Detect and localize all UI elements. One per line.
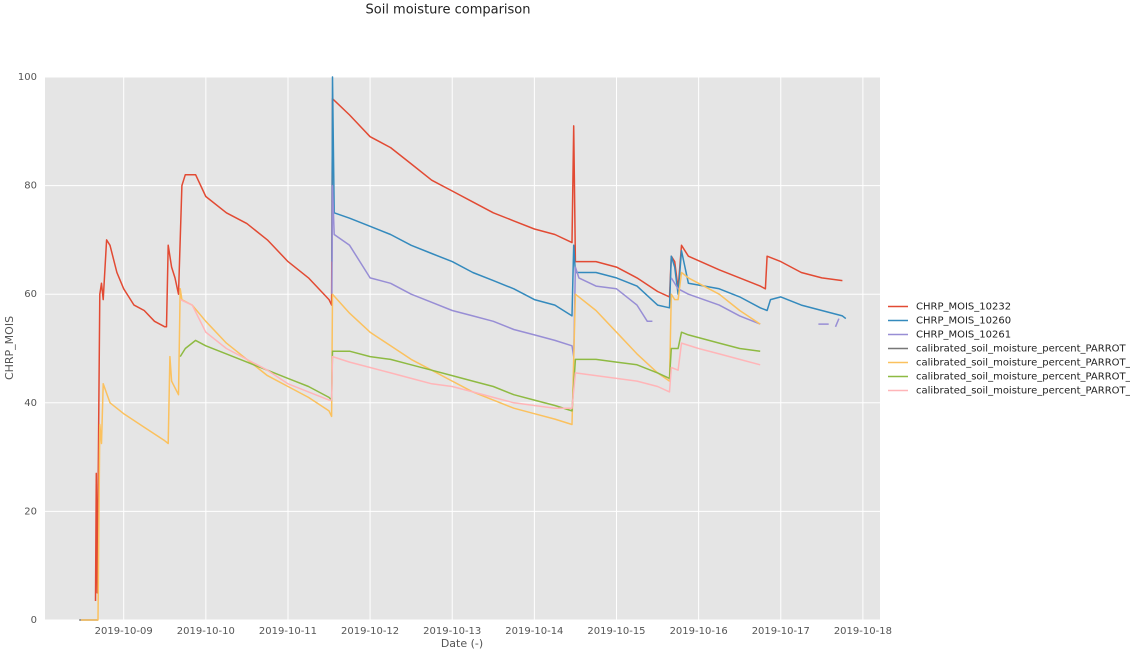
- series-line: [331, 184, 840, 358]
- x-tick-label: 2019-10-14: [505, 626, 563, 637]
- x-axis-label: Date (-): [441, 637, 483, 650]
- legend-label: calibrated_soil_moisture_percent_PARROT_…: [916, 358, 1130, 369]
- y-tick-label: 60: [24, 289, 37, 300]
- x-tick-label: 2019-10-12: [341, 626, 399, 637]
- series-line: [80, 271, 761, 621]
- series-line: [179, 298, 761, 409]
- x-tick-label: 2019-10-18: [834, 626, 892, 637]
- legend-label: calibrated_soil_moisture_percent_PARROT: [916, 344, 1127, 355]
- y-tick-label: 80: [24, 181, 37, 192]
- y-tick-label: 20: [24, 506, 37, 517]
- x-tick-label: 2019-10-09: [95, 626, 153, 637]
- x-tick-label: 2019-10-17: [752, 626, 810, 637]
- legend-label: CHRP_MOIS_10261: [916, 330, 1011, 341]
- legend-label: calibrated_soil_moisture_percent_PARROT_…: [916, 386, 1130, 397]
- series-line: [331, 76, 847, 320]
- y-tick-label: 0: [31, 615, 37, 626]
- y-axis-label: CHRP_MOIS: [3, 316, 16, 380]
- y-tick-label: 100: [18, 72, 37, 83]
- x-tick-label: 2019-10-10: [177, 626, 235, 637]
- x-tick-label: 2019-10-11: [259, 626, 317, 637]
- chart-title: Soil moisture comparison: [366, 3, 531, 18]
- x-tick-label: 2019-10-15: [587, 626, 645, 637]
- y-tick-label: 40: [24, 398, 37, 409]
- plot-area: [45, 77, 880, 620]
- x-tick-label: 2019-10-13: [423, 626, 481, 637]
- legend-label: calibrated_soil_moisture_percent_PARROT_…: [916, 372, 1130, 383]
- legend-label: CHRP_MOIS_10232: [916, 302, 1011, 313]
- x-tick-label: 2019-10-16: [670, 626, 728, 637]
- legend-label: CHRP_MOIS_10260: [916, 316, 1011, 327]
